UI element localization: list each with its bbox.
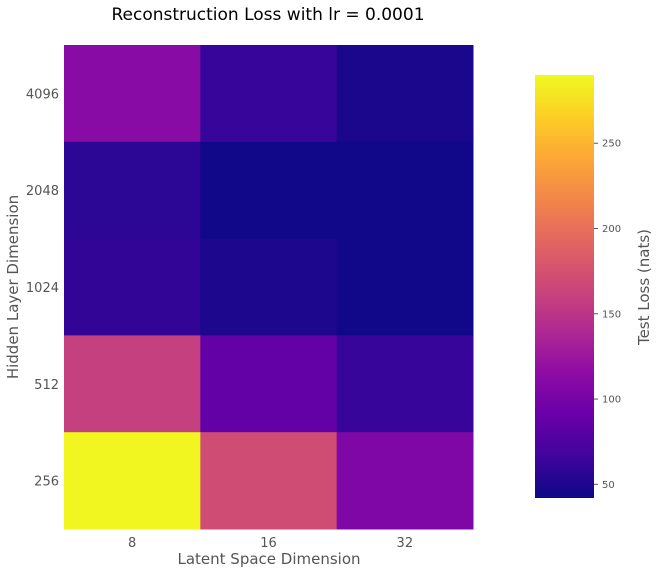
heatmap-cell-1024-8 bbox=[64, 238, 201, 336]
heatmap-cell-4096-16 bbox=[200, 45, 338, 143]
colorbar bbox=[535, 75, 594, 498]
y-tick-label: 256 bbox=[34, 475, 59, 490]
heatmap-cell-256-8 bbox=[64, 432, 201, 530]
x-tick-label: 32 bbox=[397, 536, 414, 551]
y-tick-label: 4096 bbox=[26, 87, 59, 102]
colorbar-tick-label: 100 bbox=[602, 395, 621, 406]
heatmap-cell-2048-32 bbox=[336, 141, 474, 240]
colorbar-tick-label: 250 bbox=[602, 139, 621, 150]
x-tick-labels: 8 16 32 bbox=[128, 536, 413, 551]
heatmap-cell-2048-16 bbox=[200, 141, 338, 240]
y-tick-labels: 4096 2048 1024 512 256 bbox=[26, 87, 59, 489]
heatmap-cell-2048-8 bbox=[64, 141, 201, 240]
heatmap-cell-1024-32 bbox=[336, 238, 474, 336]
heatmap-cell-1024-16 bbox=[200, 238, 338, 336]
heatmap-cell-4096-8 bbox=[64, 45, 201, 143]
colorbar-label: Test Loss (nats) bbox=[635, 229, 653, 346]
x-axis-label: Latent Space Dimension bbox=[177, 550, 360, 568]
y-axis-label: Hidden Layer Dimension bbox=[4, 195, 22, 379]
heatmap-cell-512-8 bbox=[64, 335, 201, 433]
y-tick-label: 2048 bbox=[26, 184, 59, 199]
colorbar-ticks: 50 100 150 200 250 bbox=[594, 139, 621, 491]
heatmap-cells bbox=[64, 45, 474, 530]
x-tick-label: 16 bbox=[260, 536, 277, 551]
chart-title: Reconstruction Loss with lr = 0.0001 bbox=[111, 5, 424, 25]
heatmap-cell-4096-32 bbox=[336, 45, 474, 143]
heatmap-cell-256-16 bbox=[200, 432, 338, 530]
x-tick-label: 8 bbox=[128, 536, 136, 551]
y-tick-label: 1024 bbox=[26, 281, 59, 296]
heatmap-cell-512-16 bbox=[200, 335, 338, 433]
heatmap-cell-512-32 bbox=[336, 335, 474, 433]
y-tick-label: 512 bbox=[34, 378, 59, 393]
colorbar-tick-label: 200 bbox=[602, 224, 621, 235]
heatmap-cell-256-32 bbox=[336, 432, 474, 530]
colorbar-tick-label: 50 bbox=[602, 480, 615, 491]
colorbar-tick-label: 150 bbox=[602, 309, 621, 320]
